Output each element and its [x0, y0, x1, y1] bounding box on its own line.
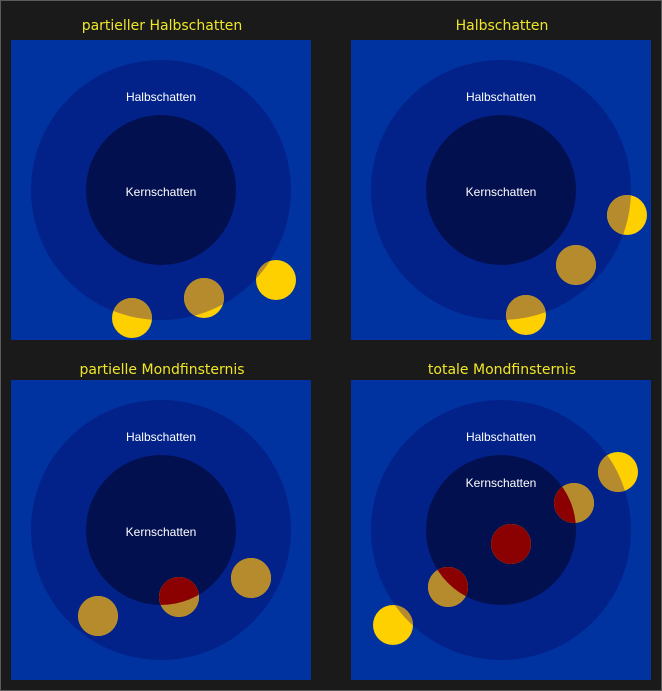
umbra-label: Kernschatten: [126, 525, 197, 539]
penumbra-label: Halbschatten: [126, 430, 196, 444]
eclipse-panel-total-lunar: Halbschatten Kernschatten: [351, 380, 651, 680]
eclipse-panel-partial-lunar: Halbschatten Kernschatten: [11, 380, 311, 680]
umbra-label: Kernschatten: [466, 185, 537, 199]
umbra-label: Kernschatten: [126, 185, 197, 199]
eclipse-panel-penumbral: Halbschatten Kernschatten: [351, 40, 651, 340]
moon-full: [256, 260, 296, 300]
moon-penumbra: [231, 558, 271, 598]
umbra-label: Kernschatten: [466, 476, 537, 490]
moon-partial-penumbra: [506, 295, 546, 335]
panel-title: partielle Mondfinsternis: [79, 362, 245, 378]
moon-partial-umbra: [428, 567, 468, 607]
panel-title: partieller Halbschatten: [81, 18, 243, 34]
umbra-circle: [86, 115, 236, 265]
moon-partial-penumbra: [373, 605, 413, 645]
moon-penumbra: [78, 596, 118, 636]
moon-partial-penumbra: [598, 452, 638, 492]
eclipse-panel-partial-penumbral: Halbschatten Kernschatten: [11, 40, 311, 340]
moon-partial-penumbra: [607, 195, 647, 235]
moon-penumbra: [556, 245, 596, 285]
penumbra-label: Halbschatten: [126, 90, 196, 104]
moon-umbra: [554, 483, 594, 523]
panel-title: totale Mondfinsternis: [427, 362, 577, 378]
moon-partial-umbra: [159, 577, 199, 617]
penumbra-label: Halbschatten: [466, 90, 536, 104]
umbra-circle: [86, 455, 236, 605]
moon-partial-penumbra: [112, 298, 152, 338]
umbra-circle: [426, 115, 576, 265]
moon-partial-umbra: [491, 524, 531, 564]
moon-penumbra: [184, 278, 224, 318]
panel-title: Halbschatten: [455, 18, 549, 34]
penumbra-label: Halbschatten: [466, 430, 536, 444]
